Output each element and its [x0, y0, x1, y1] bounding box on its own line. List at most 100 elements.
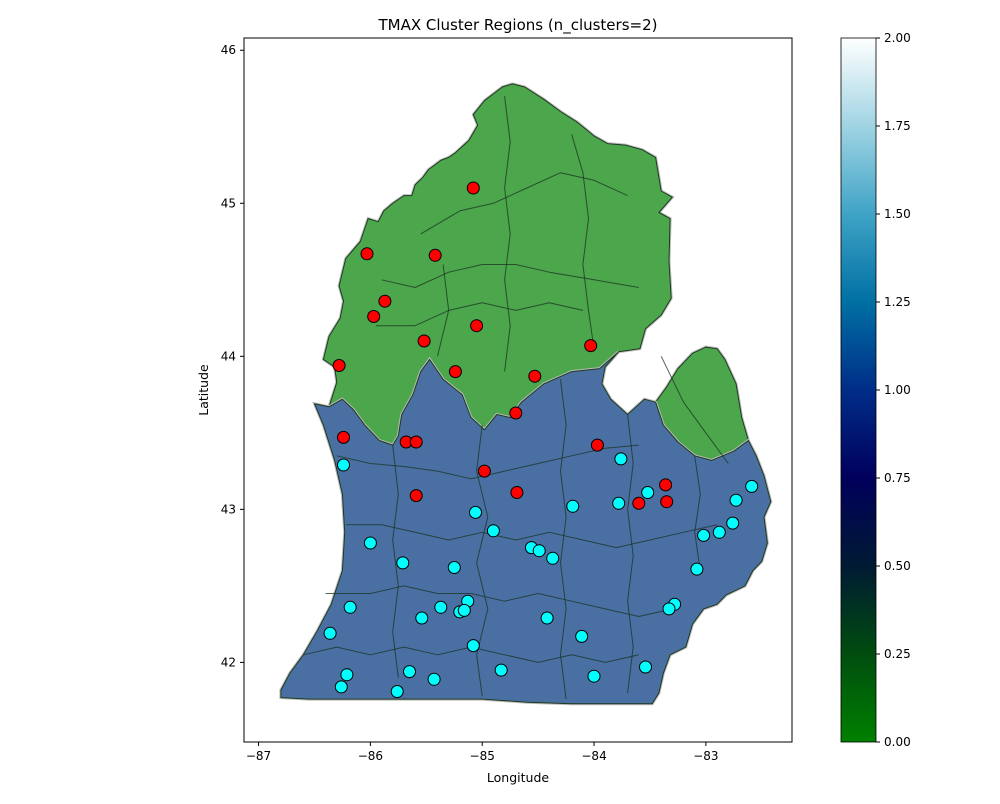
station-marker-cluster-0-19	[409, 489, 423, 503]
station-marker-cluster-0-10	[528, 369, 542, 383]
station-marker-cluster-1-35	[587, 669, 601, 683]
station-marker-cluster-0-20	[660, 495, 674, 509]
y-axis-label: Latitude	[196, 364, 211, 416]
station-marker-cluster-0-17	[659, 478, 673, 492]
station-marker-cluster-1-36	[427, 672, 441, 686]
colorbar-tick-label: 0.25	[884, 647, 911, 661]
station-marker-cluster-1-26	[415, 611, 429, 625]
colorbar-tick-label: 0.00	[884, 735, 911, 749]
plot-area	[279, 82, 773, 706]
station-marker-cluster-0-16	[477, 464, 491, 478]
y-tick-label: 44	[221, 349, 236, 363]
x-tick-label: −87	[246, 749, 271, 763]
station-marker-cluster-1-32	[494, 663, 508, 677]
y-tick-label: 42	[221, 655, 236, 669]
colorbar-tick-label: 1.25	[884, 295, 911, 309]
station-marker-cluster-1-3	[641, 486, 655, 499]
station-marker-cluster-1-15	[546, 551, 560, 565]
station-marker-cluster-0-18	[510, 486, 524, 499]
boundary-line-10	[392, 445, 399, 678]
boundary-line-1	[381, 264, 639, 288]
station-marker-cluster-1-22	[434, 600, 448, 614]
x-tick-label: −85	[470, 749, 495, 763]
colorbar	[840, 37, 877, 743]
station-marker-cluster-1-25	[457, 603, 471, 617]
colorbar-tick-label: 1.75	[884, 119, 911, 133]
colorbar-tick-label: 0.50	[884, 559, 911, 573]
y-tick-label: 46	[221, 43, 236, 57]
station-marker-cluster-1-18	[690, 562, 704, 576]
station-marker-cluster-1-34	[340, 668, 354, 682]
colorbar-tick-label: 1.50	[884, 207, 911, 221]
station-marker-cluster-0-9	[448, 365, 462, 379]
station-marker-cluster-0-11	[509, 406, 523, 420]
station-marker-cluster-0-0	[466, 181, 480, 195]
station-marker-cluster-0-2	[428, 248, 442, 262]
colorbar-ticks: 0.00 0.25 0.50 0.75 1.00 1.25 1.50 1.75 2.00	[876, 31, 911, 749]
station-marker-cluster-1-29	[575, 629, 589, 643]
x-axis-ticks: −87 −86 −85 −84 −83	[246, 742, 719, 763]
boundary-line-13	[627, 414, 634, 694]
x-axis-label: Longitude	[487, 770, 549, 785]
boundary-line-2	[376, 302, 584, 327]
colorbar-tick-label: 0.75	[884, 471, 911, 485]
station-marker-cluster-1-31	[639, 660, 652, 674]
station-marker-cluster-0-14	[409, 435, 423, 449]
boundary-line-11	[476, 425, 489, 697]
plot-frame	[243, 37, 793, 743]
station-marker-cluster-0-8	[332, 359, 346, 372]
station-marker-cluster-1-38	[390, 685, 404, 698]
station-marker-cluster-0-7	[584, 339, 598, 353]
station-marker-cluster-1-8	[726, 516, 740, 530]
station-marker-cluster-1-14	[532, 544, 546, 558]
boundary-line-12	[560, 379, 567, 700]
station-marker-cluster-1-33	[403, 665, 416, 679]
station-marker-cluster-1-37	[334, 680, 348, 694]
station-marker-cluster-1-17	[447, 561, 461, 574]
boundary-line-3	[571, 134, 595, 349]
colorbar-tick-label: 2.00	[884, 31, 911, 45]
station-marker-cluster-0-6	[417, 334, 431, 348]
x-tick-label: −83	[693, 749, 718, 763]
x-tick-label: −84	[581, 749, 606, 763]
station-marker-cluster-1-10	[712, 525, 726, 539]
station-marker-cluster-1-11	[697, 528, 711, 542]
boundary-line-5	[437, 264, 450, 357]
station-marker-cluster-0-12	[337, 430, 350, 444]
station-marker-cluster-1-23	[662, 602, 676, 616]
station-marker-cluster-0-3	[378, 294, 392, 308]
station-marker-cluster-1-30	[466, 639, 480, 653]
station-markers	[323, 181, 759, 698]
station-marker-cluster-1-28	[323, 626, 337, 640]
boundary-line-14	[694, 455, 701, 571]
station-marker-cluster-1-16	[396, 556, 410, 570]
station-marker-cluster-1-5	[612, 496, 626, 510]
station-marker-cluster-0-21	[632, 496, 646, 510]
station-marker-cluster-1-6	[566, 499, 580, 513]
station-marker-cluster-0-1	[360, 247, 374, 261]
station-marker-cluster-1-2	[745, 479, 759, 493]
station-marker-cluster-1-1	[337, 458, 350, 472]
boundary-line-15	[660, 356, 729, 464]
colorbar-tick-label: 1.00	[884, 383, 911, 397]
y-tick-label: 43	[221, 502, 236, 516]
boundary-line-7	[345, 524, 718, 549]
boundary-line-4	[504, 96, 511, 372]
boundary-line-8	[325, 585, 673, 617]
station-marker-cluster-0-15	[590, 438, 604, 452]
station-marker-cluster-0-5	[470, 319, 484, 333]
station-marker-cluster-1-4	[729, 493, 743, 507]
station-marker-cluster-1-27	[540, 611, 554, 625]
y-tick-label: 45	[221, 196, 236, 210]
chart-title: TMAX Cluster Regions (n_clusters=2)	[377, 16, 657, 35]
x-tick-label: −86	[358, 749, 383, 763]
station-marker-cluster-1-7	[469, 505, 482, 519]
boundary-line-0	[420, 172, 628, 235]
y-axis-ticks: 42 43 44 45 46	[221, 43, 244, 669]
region-boundaries	[303, 96, 729, 700]
station-marker-cluster-1-21	[343, 600, 357, 614]
station-marker-cluster-0-4	[367, 310, 381, 323]
station-marker-cluster-1-9	[486, 524, 500, 538]
